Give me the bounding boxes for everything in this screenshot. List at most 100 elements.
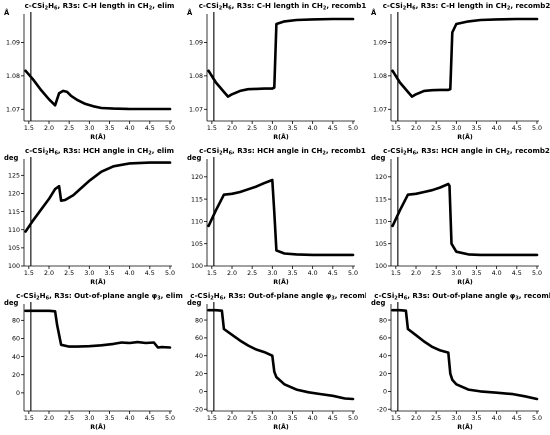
- x-tick-label: 1.5: [391, 415, 401, 422]
- y-tick-label: 125: [8, 173, 20, 180]
- y-tick-label: 1.07: [6, 106, 20, 113]
- x-tick-label: 2.5: [431, 270, 441, 277]
- y-tick-label: 0: [16, 390, 20, 397]
- x-tick-label: 3.0: [451, 125, 461, 132]
- chart-title: c-CSi2H6, R3s: HCH angle in CH2, recomb2: [383, 146, 550, 157]
- chart-panel: c-CSi2H6, R3s: C-H length in CH2, elim Å 1…: [4, 1, 175, 141]
- chart-title: c-CSi2H6, R3s: Out-of-plane angle φ3, re…: [190, 291, 366, 302]
- series-line: [207, 308, 355, 401]
- x-tick-label: 4.5: [145, 415, 155, 422]
- x-tick-label: 2.0: [411, 125, 421, 132]
- x-tick-label: 1.5: [391, 125, 401, 132]
- chart-panel: c-CSi2H6, R3s: C-H length in CH2, recomb…: [187, 1, 366, 141]
- chart-panel: c-CSi2H6, R3s: HCH angle in CH2, elim deg…: [4, 146, 175, 286]
- y-tick-label: 105: [191, 241, 203, 248]
- x-tick-label: 1.5: [24, 270, 34, 277]
- y-tick-label: 80: [195, 317, 203, 324]
- x-tick-label: 4.5: [145, 125, 155, 132]
- x-tick-label: 1.5: [24, 415, 34, 422]
- x-tick-label: 2.5: [247, 125, 257, 132]
- y-tick-label: 1.09: [6, 40, 20, 47]
- x-tick-label: 4.0: [125, 125, 135, 132]
- y-tick-label: 105: [8, 245, 20, 252]
- x-tick-label: 1.5: [24, 125, 34, 132]
- x-tick-label: 4.0: [125, 270, 135, 277]
- y-axis-unit: deg: [187, 154, 201, 162]
- x-tick-label: 5.0: [165, 125, 175, 132]
- y-tick-label: 40: [12, 354, 20, 361]
- x-tick-label: 1.5: [207, 270, 217, 277]
- x-tick-label: 1.5: [207, 125, 217, 132]
- x-tick-label: 1.5: [207, 415, 217, 422]
- x-tick-label: 3.0: [267, 270, 277, 277]
- x-tick-label: 3.5: [471, 415, 481, 422]
- y-tick-label: 110: [375, 219, 387, 226]
- x-tick-label: 4.5: [512, 415, 522, 422]
- chart-panel: c-CSi2H6, R3s: HCH angle in CH2, recomb2…: [371, 146, 550, 286]
- chart-title: c-CSi2H6, R3s: Out-of-plane angle φ3, re…: [374, 291, 550, 302]
- x-tick-label: 5.0: [165, 270, 175, 277]
- x-tick-label: 2.0: [227, 270, 237, 277]
- y-tick-label: 1.07: [373, 106, 387, 113]
- y-tick-label: 20: [195, 371, 203, 378]
- y-tick-label: 80: [379, 317, 387, 324]
- x-tick-label: 3.0: [267, 125, 277, 132]
- chart-panel: c-CSi2H6, R3s: HCH angle in CH2, recomb1…: [187, 146, 366, 286]
- chart-panel: c-CSi2H6, R3s: Out-of-plane angle φ3, el…: [4, 291, 183, 431]
- series-line: [24, 309, 172, 349]
- y-tick-label: 60: [195, 335, 203, 342]
- x-tick-label: 3.0: [84, 270, 94, 277]
- y-tick-label: 40: [195, 353, 203, 360]
- x-axis-label: R(Å): [90, 277, 106, 286]
- y-tick-label: 1.08: [373, 73, 387, 80]
- x-tick-label: 4.0: [492, 415, 502, 422]
- x-tick-label: 2.0: [411, 270, 421, 277]
- x-tick-label: 2.5: [247, 270, 257, 277]
- x-tick-label: 3.5: [104, 415, 114, 422]
- y-tick-label: 105: [375, 241, 387, 248]
- x-tick-label: 2.5: [64, 125, 74, 132]
- x-axis-label: R(Å): [457, 422, 473, 431]
- x-tick-label: 5.0: [532, 415, 542, 422]
- x-tick-label: 4.5: [512, 125, 522, 132]
- series-line: [24, 69, 172, 111]
- x-tick-label: 2.5: [431, 125, 441, 132]
- x-axis-label: R(Å): [273, 422, 289, 431]
- chart-title: c-CSi2H6, R3s: C-H length in CH2, recomb…: [383, 1, 550, 12]
- y-axis-unit: deg: [4, 154, 18, 162]
- y-axis-unit: deg: [4, 299, 18, 307]
- x-axis-label: R(Å): [90, 132, 106, 141]
- y-tick-label: 80: [12, 318, 20, 325]
- y-axis-unit: deg: [187, 299, 201, 307]
- x-tick-label: 4.0: [492, 125, 502, 132]
- chart-panel: c-CSi2H6, R3s: Out-of-plane angle φ3, re…: [187, 291, 366, 431]
- x-tick-label: 4.0: [308, 415, 318, 422]
- x-tick-label: 3.0: [84, 415, 94, 422]
- y-axis-unit: deg: [371, 299, 385, 307]
- chart-title: c-CSi2H6, R3s: HCH angle in CH2, recomb1: [199, 146, 366, 157]
- x-tick-label: 4.5: [328, 415, 338, 422]
- chart-title: c-CSi2H6, R3s: Out-of-plane angle φ3, el…: [16, 291, 183, 302]
- y-tick-label: 20: [379, 371, 387, 378]
- x-axis-label: R(Å): [457, 132, 473, 141]
- y-tick-label: 40: [379, 353, 387, 360]
- x-tick-label: 2.5: [64, 415, 74, 422]
- x-tick-label: 2.0: [227, 415, 237, 422]
- x-tick-label: 2.0: [44, 270, 54, 277]
- chart-title: c-CSi2H6, R3s: C-H length in CH2, elim: [25, 1, 175, 12]
- y-tick-label: 1.09: [189, 40, 203, 47]
- y-tick-label: 1.09: [373, 40, 387, 47]
- chart-panel: c-CSi2H6, R3s: C-H length in CH2, recomb…: [371, 1, 550, 141]
- x-tick-label: 4.0: [492, 270, 502, 277]
- chart-panel: c-CSi2H6, R3s: Out-of-plane angle φ3, re…: [371, 291, 550, 431]
- x-tick-label: 4.5: [328, 270, 338, 277]
- x-tick-label: 2.5: [431, 415, 441, 422]
- x-tick-label: 3.5: [104, 270, 114, 277]
- y-tick-label: 1.08: [6, 73, 20, 80]
- x-tick-label: 4.0: [308, 125, 318, 132]
- x-axis-label: R(Å): [90, 422, 106, 431]
- y-tick-label: 1.07: [189, 106, 203, 113]
- x-tick-label: 4.5: [145, 270, 155, 277]
- y-tick-label: 0: [383, 389, 387, 396]
